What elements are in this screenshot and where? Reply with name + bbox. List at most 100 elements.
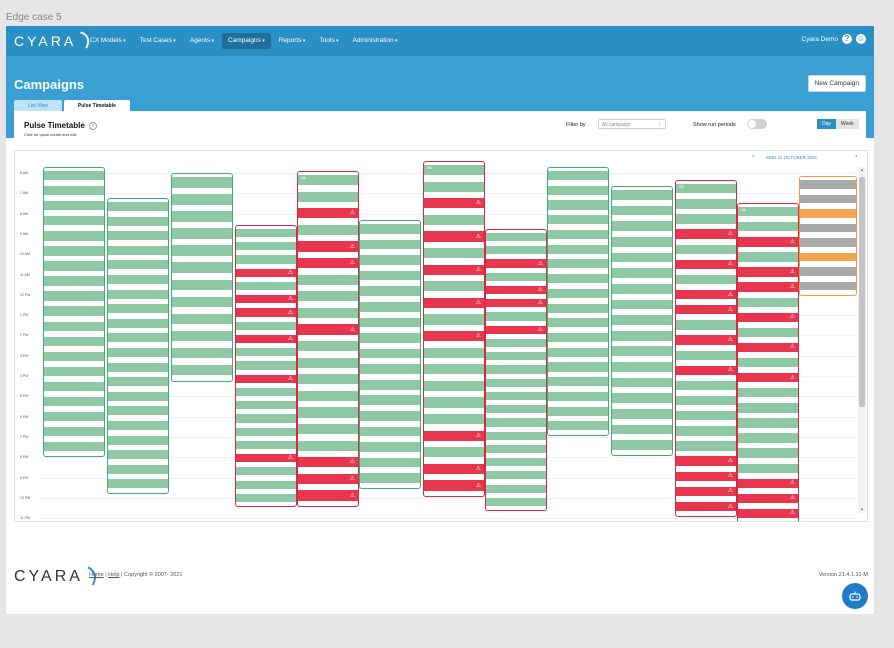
pulse-block[interactable] — [298, 390, 358, 402]
pulse-block[interactable]: ⚠ — [236, 268, 296, 277]
pulse-block[interactable] — [108, 231, 168, 241]
campaign-column[interactable]: Alt ⚠ ⚠ ⚠ ⚠ ⚠ ⚠ ⚠ ⚠ — [423, 161, 485, 497]
pulse-block[interactable] — [44, 231, 104, 241]
pulse-block[interactable] — [738, 403, 798, 413]
pulse-block[interactable] — [486, 458, 546, 467]
pulse-block[interactable] — [360, 442, 420, 452]
pulse-block[interactable]: ⚠ — [676, 335, 736, 345]
pulse-block[interactable]: ⚠ — [424, 297, 484, 309]
pulse-block[interactable]: ⚠ — [738, 493, 798, 504]
campaign-column[interactable] — [171, 173, 233, 382]
pulse-block[interactable] — [424, 181, 484, 192]
pulse-block[interactable] — [676, 320, 736, 330]
pulse-block[interactable]: ⚠ — [424, 430, 484, 441]
pulse-block[interactable] — [44, 321, 104, 331]
pulse-block[interactable] — [172, 211, 232, 222]
pulse-block[interactable] — [800, 223, 856, 233]
pulse-block[interactable]: ⚠ — [424, 463, 484, 475]
tab-list-view[interactable]: List View — [14, 100, 62, 112]
pulse-block[interactable] — [738, 463, 798, 473]
pulse-block[interactable] — [612, 393, 672, 404]
pulse-block[interactable] — [486, 471, 546, 480]
campaign-column[interactable] — [107, 198, 169, 494]
pulse-block[interactable]: ⚠ — [676, 501, 736, 512]
user-icon[interactable]: ☺ — [856, 34, 866, 44]
pulse-block[interactable] — [108, 406, 168, 416]
pulse-block[interactable] — [44, 201, 104, 211]
pulse-block[interactable] — [236, 361, 296, 370]
pulse-block[interactable] — [236, 440, 296, 449]
pulse-block[interactable] — [548, 303, 608, 313]
pulse-block[interactable] — [360, 473, 420, 484]
pulse-block[interactable] — [360, 426, 420, 437]
pulse-block[interactable] — [44, 366, 104, 376]
pulse-block[interactable] — [548, 274, 608, 284]
pulse-block[interactable] — [360, 411, 420, 421]
pulse-block[interactable] — [236, 427, 296, 436]
brand-logo[interactable]: CYARA — [14, 31, 93, 49]
pulse-block[interactable]: Alt — [676, 184, 736, 194]
campaign-column[interactable] — [547, 167, 609, 436]
pulse-block[interactable] — [738, 433, 798, 443]
campaign-column[interactable]: ⚠ ⚠ ⚠ ⚠ — [485, 229, 547, 511]
pulse-block[interactable] — [612, 252, 672, 263]
pulse-block[interactable] — [548, 391, 608, 401]
pulse-block[interactable] — [44, 441, 104, 452]
pulse-block[interactable] — [612, 346, 672, 357]
pulse-block[interactable]: ⚠ — [424, 231, 484, 242]
pulse-block[interactable] — [236, 387, 296, 397]
pulse-block[interactable] — [486, 431, 546, 440]
pulse-block[interactable] — [676, 441, 736, 451]
pulse-block[interactable] — [800, 180, 856, 189]
pulse-block[interactable] — [172, 177, 232, 188]
pulse-block[interactable] — [44, 261, 104, 271]
pulse-block[interactable]: ⚠ — [236, 454, 296, 463]
pulse-block[interactable] — [548, 288, 608, 298]
pulse-block[interactable] — [548, 185, 608, 195]
pulse-block[interactable] — [612, 377, 672, 388]
pulse-block[interactable]: ⚠ — [236, 308, 296, 317]
pulse-block[interactable] — [486, 233, 546, 242]
pulse-block[interactable] — [548, 347, 608, 357]
pulse-block[interactable] — [800, 209, 856, 218]
pulse-block[interactable]: ⚠ — [676, 229, 736, 239]
pulse-block[interactable]: ⚠ — [298, 324, 358, 335]
scroll-thumb[interactable] — [859, 177, 865, 407]
pulse-block[interactable] — [360, 364, 420, 374]
pulse-block[interactable] — [108, 479, 168, 489]
pulse-block[interactable] — [108, 260, 168, 270]
pulse-block[interactable] — [424, 347, 484, 358]
pulse-block[interactable] — [676, 426, 736, 436]
pulse-block[interactable]: ⚠ — [298, 208, 358, 219]
pulse-block[interactable] — [424, 414, 484, 425]
pulse-block[interactable] — [108, 464, 168, 474]
help-circle-icon[interactable]: ? — [88, 122, 97, 130]
next-day-arrow-icon[interactable]: › — [855, 153, 858, 160]
pulse-block[interactable] — [486, 405, 546, 414]
campaign-column[interactable] — [611, 186, 673, 456]
help-icon[interactable]: ? — [842, 34, 852, 44]
pulse-block[interactable] — [612, 440, 672, 451]
pulse-block[interactable] — [800, 267, 856, 276]
pulse-block[interactable] — [44, 411, 104, 422]
pulse-block[interactable] — [236, 493, 296, 502]
campaign-column[interactable]: Alt ⚠ ⚠ ⚠ ⚠ ⚠ ⚠ ⚠ ⚠ ⚠ ⚠ — [675, 180, 737, 517]
scroll-up-icon[interactable]: ▴ — [860, 167, 864, 173]
pulse-block[interactable] — [486, 365, 546, 374]
pulse-block[interactable] — [612, 362, 672, 372]
pulse-block[interactable] — [44, 276, 104, 286]
pulse-block[interactable] — [676, 199, 736, 209]
pulse-block[interactable] — [360, 270, 420, 281]
pulse-block[interactable] — [486, 418, 546, 427]
pulse-block[interactable]: ⚠ — [298, 490, 358, 501]
pulse-block[interactable] — [612, 221, 672, 231]
pulse-block[interactable] — [236, 467, 296, 476]
pulse-block[interactable] — [44, 246, 104, 256]
pulse-block[interactable] — [108, 202, 168, 212]
pulse-block[interactable] — [172, 245, 232, 256]
pulse-block[interactable] — [800, 252, 856, 262]
pulse-block[interactable] — [236, 401, 296, 410]
pulse-block[interactable] — [108, 391, 168, 401]
pulse-block[interactable] — [236, 414, 296, 423]
pulse-block[interactable] — [360, 255, 420, 265]
